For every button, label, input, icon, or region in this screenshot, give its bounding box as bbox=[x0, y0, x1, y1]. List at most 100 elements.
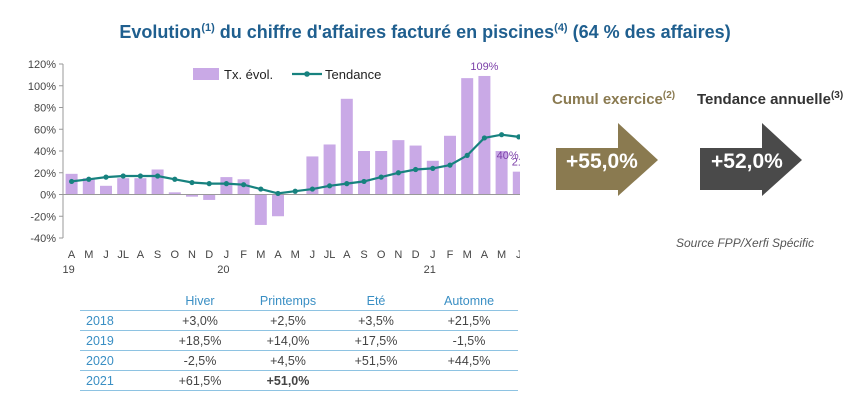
table-cell bbox=[332, 370, 420, 391]
x-tick-label: S bbox=[360, 249, 367, 261]
table-row: 2020 -2,5% +4,5% +51,5% +44,5% bbox=[80, 350, 518, 371]
x-tick-label: N bbox=[394, 249, 402, 261]
x-tick-label: A bbox=[137, 249, 145, 261]
table-cell-year: 2021 bbox=[80, 370, 156, 391]
trend-point bbox=[189, 179, 195, 186]
x-tick-label: N bbox=[188, 249, 196, 261]
bar bbox=[358, 151, 370, 195]
trend-point bbox=[172, 176, 178, 182]
trend-point bbox=[292, 188, 298, 194]
trend-point bbox=[206, 181, 212, 187]
trend-point bbox=[103, 174, 109, 180]
table-cell: +18,5% bbox=[156, 330, 244, 351]
kpi-cumul-arrow-icon bbox=[556, 123, 658, 196]
revenue-evolution-chart: -40%-20%0%20%40%60%80%100%120%A M J JL A S O N D… bbox=[28, 59, 520, 276]
x-tick-label: J bbox=[103, 249, 109, 261]
bar bbox=[186, 194, 198, 197]
seasonal-table: Hiver Printemps Eté Automne 2018 +3,0% +… bbox=[80, 290, 518, 391]
kpi-trend-footnote: (3) bbox=[830, 90, 844, 101]
trend-point bbox=[430, 165, 436, 171]
kpi-cumul-footnote: (2) bbox=[662, 90, 676, 101]
x-tick-label: A bbox=[68, 249, 76, 261]
data-label: 109% bbox=[470, 61, 498, 73]
x-tick-label: F bbox=[447, 249, 454, 261]
x-year-label: 21 bbox=[424, 264, 436, 276]
table-header-row: Hiver Printemps Eté Automne bbox=[80, 290, 518, 311]
trend-point bbox=[344, 181, 350, 187]
bar bbox=[340, 98, 353, 195]
x-tick-label: J bbox=[310, 249, 316, 261]
trend-point bbox=[447, 162, 453, 168]
bar bbox=[82, 178, 95, 195]
kpi-cumul-value: +55,0% bbox=[566, 150, 638, 173]
y-tick-label: 20% bbox=[34, 168, 56, 180]
bar bbox=[254, 194, 267, 225]
table-cell: +3,5% bbox=[332, 310, 420, 331]
trend-point bbox=[120, 173, 126, 179]
trend-point bbox=[223, 181, 229, 187]
trend-point bbox=[137, 173, 143, 179]
table-cell-year: 2019 bbox=[80, 330, 156, 351]
table-cell: -1,5% bbox=[420, 330, 518, 351]
x-tick-label: M bbox=[84, 249, 93, 261]
table-cell bbox=[420, 370, 518, 391]
bar bbox=[134, 178, 147, 195]
page-title: Evolution(1) du chiffre d'affaires factu… bbox=[0, 22, 850, 43]
x-tick-label: JL bbox=[324, 249, 336, 261]
title-end: (64 % des affaires) bbox=[567, 22, 731, 42]
trend-point bbox=[361, 178, 367, 185]
table-header-automne: Automne bbox=[420, 290, 518, 311]
trend-point bbox=[155, 173, 161, 179]
bar bbox=[495, 151, 508, 195]
trend-point bbox=[327, 183, 333, 189]
legend-swatch-marker bbox=[304, 71, 310, 77]
trend-point bbox=[516, 134, 520, 140]
table-cell: +51,5% bbox=[332, 350, 420, 371]
trend-point bbox=[86, 176, 92, 182]
table-cell-year: 2018 bbox=[80, 310, 156, 331]
title-middle: du chiffre d'affaires facturé en piscine… bbox=[214, 22, 555, 42]
bar bbox=[512, 171, 520, 195]
y-tick-label: -40% bbox=[30, 233, 56, 245]
table-cell: +3,0% bbox=[156, 310, 244, 331]
bar bbox=[478, 75, 491, 195]
x-tick-label: O bbox=[377, 249, 386, 261]
trend-point bbox=[378, 174, 384, 180]
x-tick-label: J bbox=[516, 249, 520, 261]
x-tick-label: M bbox=[256, 249, 265, 261]
x-tick-label: D bbox=[412, 249, 420, 261]
trend-point bbox=[258, 186, 264, 192]
x-tick-label: M bbox=[463, 249, 472, 261]
legend-swatch-bars bbox=[193, 68, 219, 80]
bar bbox=[203, 194, 216, 200]
table-cell-year: 2020 bbox=[80, 350, 156, 371]
trend-point bbox=[481, 135, 487, 141]
table-header-hiver: Hiver bbox=[156, 290, 244, 311]
bar bbox=[306, 156, 319, 195]
table-cell: +61,5% bbox=[156, 370, 244, 391]
x-tick-label: A bbox=[343, 249, 351, 261]
kpi-trend-title: Tendance annuelle(3) bbox=[697, 90, 843, 108]
bar bbox=[375, 151, 388, 195]
trend-point bbox=[275, 190, 281, 197]
x-tick-label: O bbox=[171, 249, 180, 261]
table-cell: +4,5% bbox=[244, 350, 332, 371]
table-cell: +17,5% bbox=[332, 330, 420, 351]
y-tick-label: 120% bbox=[28, 59, 56, 71]
x-tick-label: D bbox=[205, 249, 213, 261]
kpi-trend-title-text: Tendance annuelle bbox=[697, 91, 831, 108]
title-main: Evolution bbox=[119, 22, 202, 42]
trend-point bbox=[499, 132, 505, 138]
x-tick-label: A bbox=[481, 249, 489, 261]
y-tick-label: 60% bbox=[34, 124, 56, 136]
bar bbox=[168, 192, 181, 195]
table-header-year bbox=[80, 290, 156, 311]
y-tick-label: 0% bbox=[40, 190, 56, 202]
trend-point bbox=[395, 170, 401, 176]
table-cell: +14,0% bbox=[244, 330, 332, 351]
y-tick-label: 40% bbox=[34, 146, 56, 158]
bar bbox=[461, 78, 474, 195]
table-cell: -2,5% bbox=[156, 350, 244, 371]
x-tick-label: M bbox=[291, 249, 300, 261]
legend-label-bars: Tx. évol. bbox=[224, 67, 273, 82]
